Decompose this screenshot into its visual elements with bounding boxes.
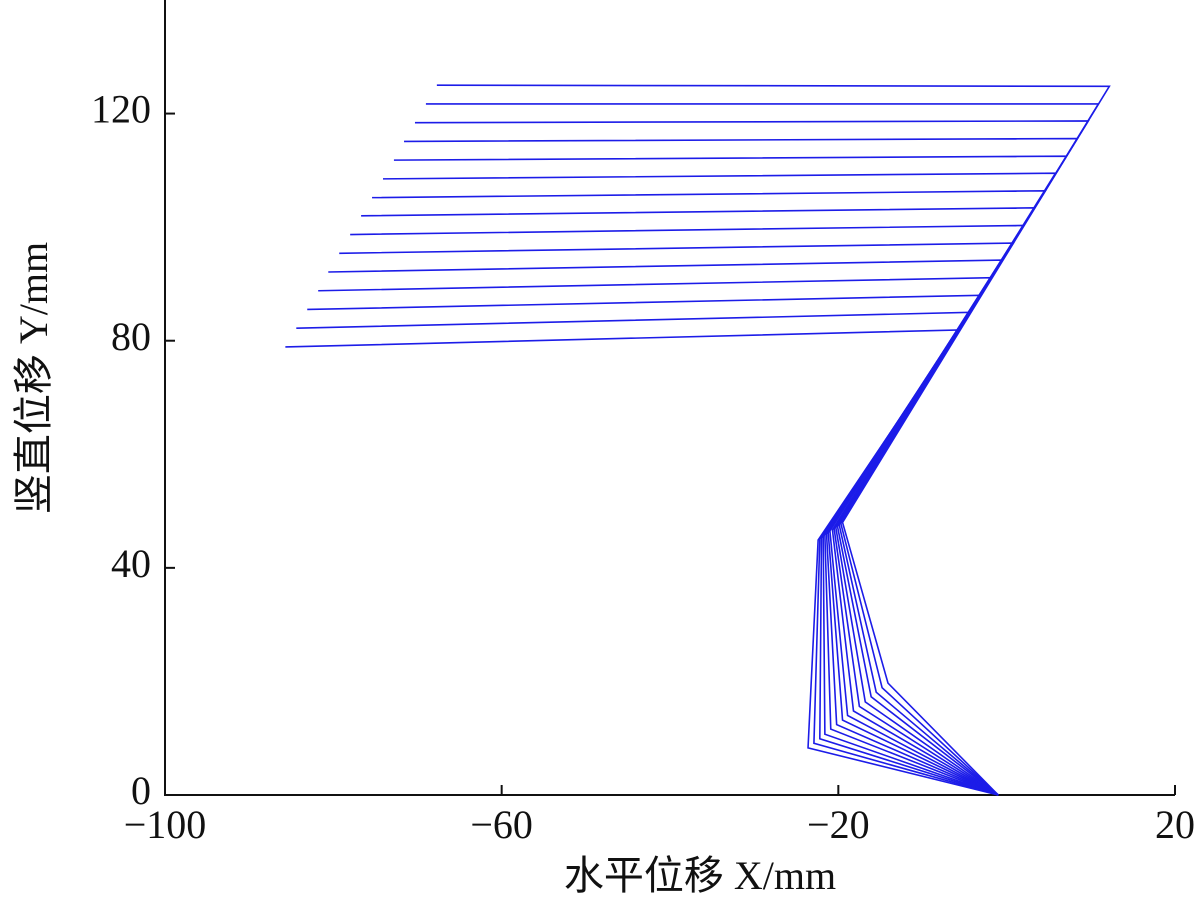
y-axis-label: 竖直位移 Y/mm [11,242,56,514]
series-line [436,84,1111,796]
series-line [285,329,999,796]
series-line [350,224,1025,796]
series-line [372,189,1047,796]
series-line [382,172,1057,796]
x-tick-label: −100 [124,802,207,847]
series-line [328,259,1004,796]
y-tick-label: 0 [131,768,151,813]
series-line [414,120,1090,796]
series-line [296,311,999,796]
series-line [361,207,1036,796]
series-line [393,155,1068,796]
x-tick-label: 20 [1155,802,1195,847]
x-tick-label: −20 [807,802,870,847]
series-line [425,103,1100,796]
x-tick-label: −60 [470,802,533,847]
y-tick-label: 40 [111,541,151,586]
series-line [307,294,999,796]
series-line [318,276,999,796]
y-tick-label: 80 [111,314,151,359]
x-axis-label: 水平位移 X/mm [564,853,836,898]
series-line [339,242,1015,796]
y-tick-label: 120 [91,87,151,132]
series-line [404,137,1079,796]
